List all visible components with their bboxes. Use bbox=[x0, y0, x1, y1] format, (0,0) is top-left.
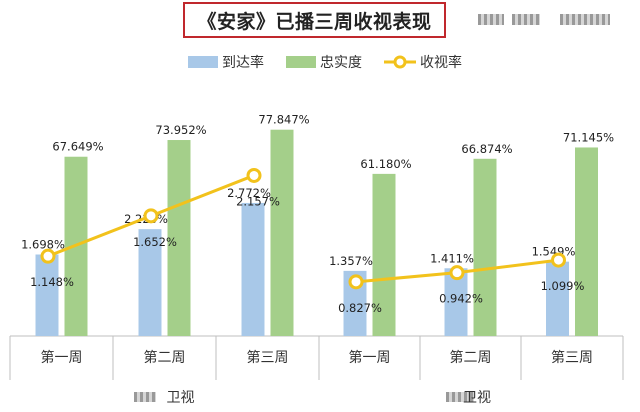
label-loyalty: 77.847% bbox=[258, 113, 309, 127]
label-reach: 1.411% bbox=[430, 251, 474, 265]
legend-label-loyalty: 忠实度 bbox=[320, 55, 362, 71]
label-loyalty: 66.874% bbox=[461, 142, 512, 156]
bar-loyalty bbox=[473, 158, 497, 336]
label-reach: 2.772% bbox=[227, 186, 271, 200]
label-reach: 1.549% bbox=[532, 245, 576, 259]
blurred-watermark bbox=[560, 14, 610, 25]
blurred-watermark bbox=[478, 14, 504, 25]
point-rating bbox=[143, 208, 159, 224]
x-tick-label: 第一周 bbox=[41, 349, 83, 366]
legend-label-reach: 到达率 bbox=[222, 54, 264, 71]
x-tick-label: 第三周 bbox=[247, 349, 289, 366]
legend: 到达率 忠实度 收视率 bbox=[188, 54, 462, 71]
bar-loyalty bbox=[372, 173, 396, 336]
label-rating: 1.652% bbox=[133, 235, 177, 249]
bar-reach bbox=[546, 261, 569, 336]
point-rating bbox=[551, 252, 566, 268]
group-label: 卫视 bbox=[463, 390, 491, 406]
chart-title: 《安家》已播三周收视表现 bbox=[197, 10, 432, 33]
bar-reach bbox=[241, 202, 265, 336]
bar-loyalty bbox=[575, 147, 598, 336]
label-rating: 0.827% bbox=[338, 301, 382, 315]
label-reach: 1.357% bbox=[329, 254, 373, 268]
legend-label-rating: 收视率 bbox=[420, 54, 462, 71]
group-label: 卫视 bbox=[167, 390, 195, 406]
x-tick-label: 第三周 bbox=[551, 349, 593, 366]
blurred-channel-logo bbox=[134, 392, 156, 402]
label-loyalty: 61.180% bbox=[360, 157, 411, 171]
x-tick-label: 第一周 bbox=[349, 349, 391, 366]
bar-reach bbox=[138, 229, 162, 336]
bar-reach bbox=[35, 254, 59, 336]
label-rating: 2.157% bbox=[236, 194, 280, 208]
point-rating bbox=[348, 274, 364, 290]
blurred-channel-logo bbox=[446, 392, 474, 402]
point-rating bbox=[246, 167, 262, 183]
legend-marker-rating bbox=[393, 55, 407, 69]
label-loyalty: 71.145% bbox=[563, 130, 614, 144]
legend-swatch-loyalty bbox=[286, 56, 316, 68]
label-loyalty: 73.952% bbox=[155, 123, 206, 137]
chart-marks: 1.698%67.649%第一周2.226%73.952%第二周2.772%77… bbox=[21, 113, 614, 406]
bar-loyalty bbox=[270, 129, 294, 336]
point-rating bbox=[449, 265, 465, 281]
label-rating: 1.099% bbox=[541, 279, 585, 293]
label-reach: 1.698% bbox=[21, 237, 65, 251]
chart-frame bbox=[9, 335, 624, 380]
x-tick-label: 第二周 bbox=[450, 349, 492, 366]
point-rating bbox=[40, 248, 56, 264]
label-loyalty: 67.649% bbox=[52, 140, 103, 154]
chart-title-box: 《安家》已播三周收视表现 bbox=[183, 2, 446, 38]
bar-reach bbox=[444, 268, 468, 336]
label-rating: 1.148% bbox=[30, 275, 74, 289]
label-rating: 0.942% bbox=[439, 292, 483, 306]
legend-swatch-reach bbox=[188, 56, 218, 68]
bar-loyalty bbox=[167, 140, 191, 336]
x-tick-label: 第二周 bbox=[144, 349, 186, 366]
blurred-watermark bbox=[512, 14, 540, 25]
